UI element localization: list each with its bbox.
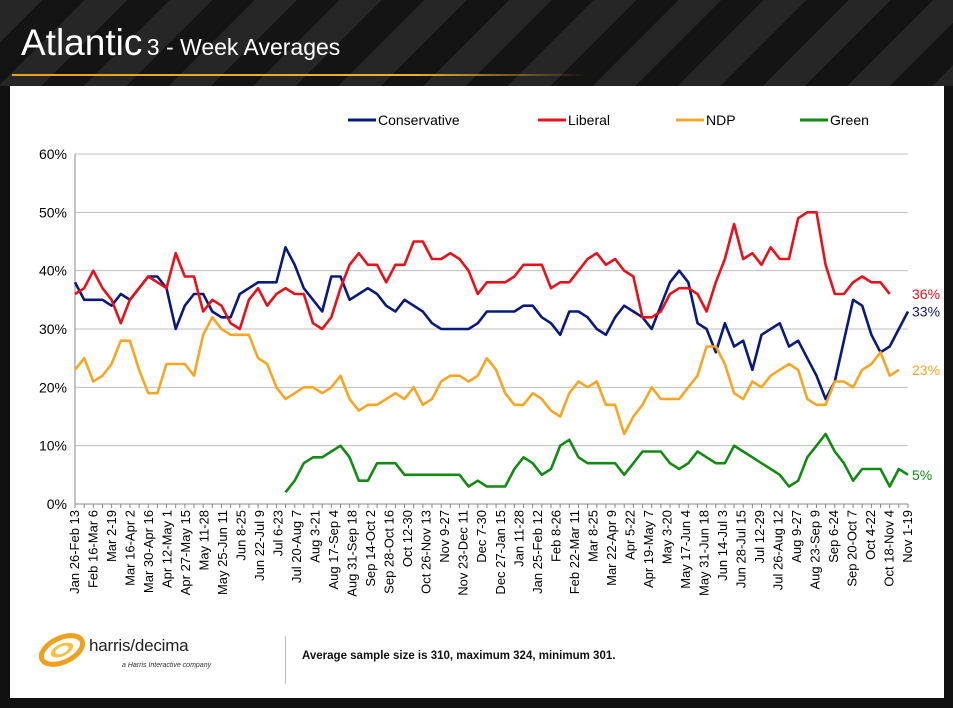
x-tick-label: Aug 31-Sep 18 (345, 510, 360, 597)
x-tick-label: May 17-Jun 4 (678, 510, 693, 589)
x-tick-label: Dec 7-30 (474, 510, 489, 563)
chart-panel: 0% 10% 20% 30% 40% 50% 60% Jan 26-Feb 13 Feb 16-… (10, 86, 944, 698)
x-tick-label: Oct 18-Nov 4 (881, 510, 896, 587)
title-region: Atlantic (21, 22, 143, 63)
x-tick-label: Mar 2-19 (104, 510, 119, 562)
x-tick-label: Jun 8-25 (234, 510, 249, 561)
x-tick-label: Mar 16-Apr 2 (123, 510, 138, 586)
x-tick-label: Apr 5-22 (622, 510, 637, 560)
series-line-liberal (74, 211, 891, 331)
y-tick-label: 20% (39, 379, 67, 395)
x-tick-label: Feb 8-26 (548, 510, 563, 562)
x-tick-label: Nov 23-Dec 11 (456, 510, 471, 596)
title-subtitle: 3 - Week Averages (146, 34, 341, 60)
x-tick-label: Sep 20-Oct 7 (844, 510, 859, 587)
x-tick-label: Aug 3-21 (308, 510, 323, 563)
x-tick-label: Jan 11-28 (511, 510, 526, 567)
x-tick-label: Apr 27-May 15 (178, 510, 193, 595)
slide-title: Atlantic 3 - Week Averages (21, 22, 340, 64)
logo-name: harris/decima (89, 636, 189, 655)
series-line-green (284, 432, 909, 494)
x-tick-label: Sep 6-24 (826, 510, 841, 563)
x-tick-label: Nov 9-27 (437, 510, 452, 563)
x-tick-label: May 11-28 (197, 510, 212, 570)
x-tick-label: Oct 4-22 (863, 510, 878, 560)
company-logo: harris/decima a Harris Interactive compa… (36, 630, 276, 682)
legend-entry: Liberal (568, 112, 610, 128)
series-line-ndp (73, 316, 900, 436)
x-tick-label: Sep 28-Oct 16 (382, 510, 397, 594)
x-tick-label: Nov 1-19 (900, 510, 915, 563)
legend-entry: Conservative (378, 112, 460, 128)
x-tick-label: Jan 26-Feb 13 (67, 510, 82, 594)
y-tick-label: 50% (39, 204, 67, 220)
x-tick-label: Jun 22-Jul 9 (252, 510, 267, 581)
x-tick-label: Jul 12-29 (752, 510, 767, 563)
end-label-conservative: 33% (912, 304, 940, 320)
x-tick-label: Apr 19-May 7 (641, 510, 656, 588)
x-tick-label: Jul 20-Aug 7 (289, 510, 304, 583)
x-tick-label: Feb 16-Mar 6 (86, 510, 101, 588)
line-chart: 0% 10% 20% 30% 40% 50% 60% Jan 26-Feb 13 Feb 16-… (39, 112, 940, 597)
legend-entry: Green (830, 112, 869, 128)
x-tick-label: Mar 30-Apr 16 (141, 510, 156, 593)
y-tick-label: 0% (47, 496, 67, 512)
x-tick-label: Jul 6-23 (271, 510, 286, 556)
x-tick-label: May 31-Jun 18 (696, 510, 711, 596)
sample-size-note: Average sample size is 310, maximum 324,… (302, 650, 616, 662)
x-tick-label: Aug 9-27 (789, 510, 804, 563)
end-label-ndp: 23% (912, 362, 940, 378)
x-tick-label: Sep 14-Oct 2 (363, 510, 378, 587)
end-label-green: 5% (912, 467, 932, 483)
x-tick-label: Aug 17-Sep 4 (326, 510, 341, 590)
x-tick-label: Jul 26-Aug 12 (770, 510, 785, 590)
x-tick-label: Aug 23-Sep 9 (807, 510, 822, 590)
title-underline (12, 74, 588, 76)
series-line-conservative (73, 246, 910, 401)
y-tick-label: 40% (39, 263, 67, 279)
x-tick-label: Oct 26-Nov 13 (419, 510, 434, 594)
legend-entry: NDP (706, 112, 736, 128)
x-tick-label: Feb 22-Mar 11 (567, 510, 582, 594)
x-tick-label: Dec 27-Jan 15 (493, 510, 508, 595)
logo-tagline: a Harris Interactive company (122, 662, 212, 669)
footer-divider (285, 636, 286, 684)
x-tick-label: Oct 12-30 (400, 510, 415, 567)
x-tick-label: May 25-Jun 11 (215, 510, 230, 595)
y-tick-label: 30% (39, 321, 67, 337)
x-tick-label: Jan 25-Feb 12 (530, 510, 545, 594)
x-tick-label: Mar 8-25 (585, 510, 600, 562)
x-tick-label: Mar 22-Apr 9 (604, 510, 619, 586)
y-tick-label: 60% (39, 146, 67, 162)
x-tick-label: May 3-20 (659, 510, 674, 564)
x-tick-label: Jun 14-Jul 3 (715, 510, 730, 581)
x-tick-label: Jun 28-Jul 15 (733, 510, 748, 588)
logo-swoosh-icon (38, 633, 86, 667)
header-background (0, 0, 953, 86)
x-tick-label: Apr 12-May 1 (160, 510, 175, 588)
end-label-liberal: 36% (912, 286, 940, 302)
y-tick-label: 10% (39, 438, 67, 454)
